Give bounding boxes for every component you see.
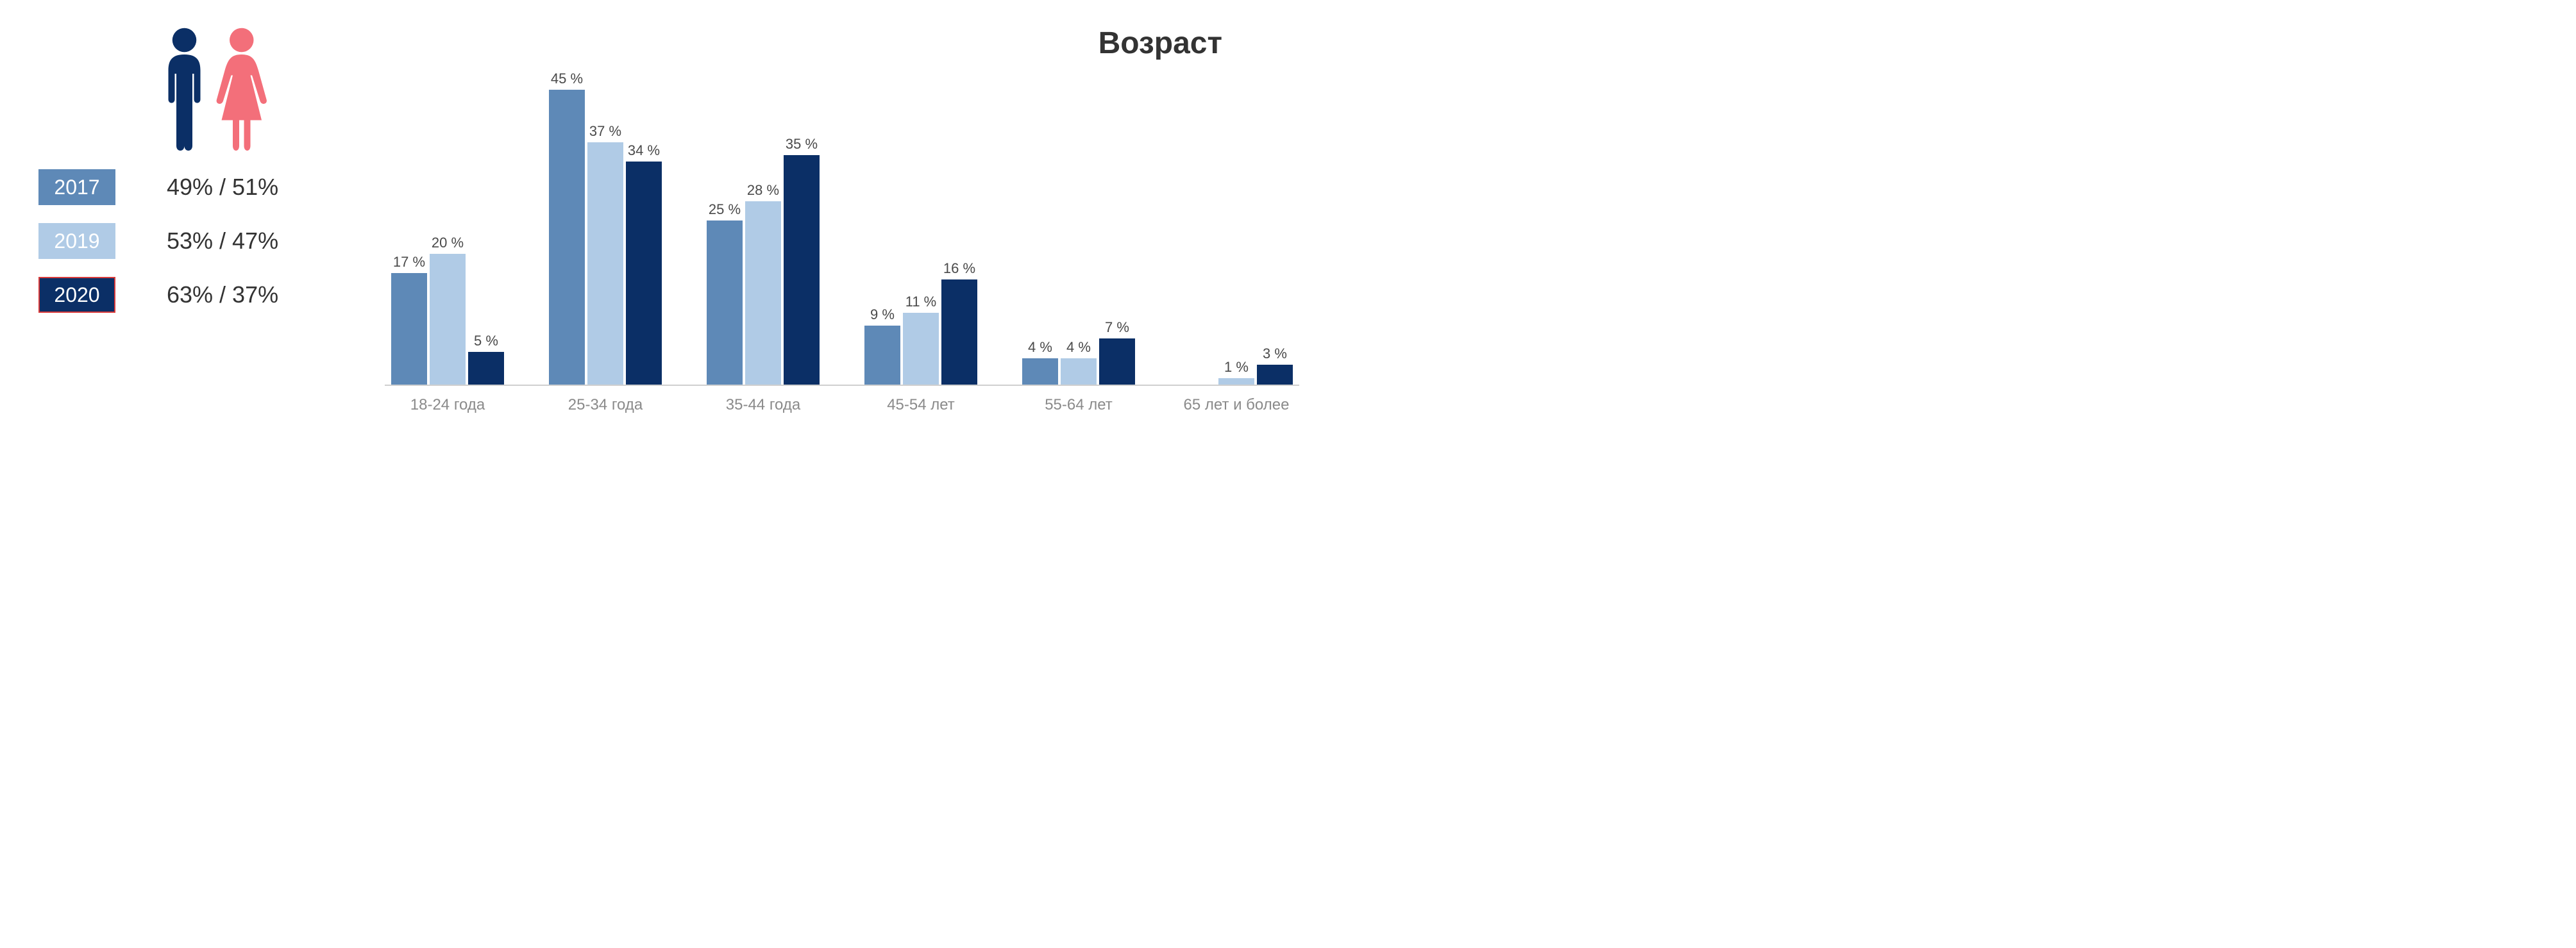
bar-wrap: 3 % [1257,345,1293,385]
bar-wrap: 4 % [1022,339,1058,385]
bar-wrap: 35 % [784,136,820,385]
bar-value-label: 34 % [628,142,660,159]
bar-value-label: 25 % [709,201,741,218]
legend-row-2017: 2017 49% / 51% [38,169,308,205]
female-icon [214,26,270,154]
axis-label: 25-34 года [549,396,662,414]
bar-value-label: 5 % [474,333,498,349]
bar [1218,378,1254,385]
bar-wrap: 20 % [430,235,466,385]
bar-wrap: 28 % [745,182,781,385]
age-chart-axis-labels: 18-24 года 25-34 года 35-44 года 45-54 лет 5… [385,396,1299,414]
bar-wrap: 5 % [468,333,504,385]
bar-value-label: 45 % [551,71,583,87]
bar [468,352,504,385]
axis-label: 65 лет и более [1180,396,1293,414]
legend-year-box-2017: 2017 [38,169,115,205]
bar [745,201,781,385]
legend-row-2019: 2019 53% / 47% [38,223,308,259]
bar-wrap: 17 % [391,254,427,385]
bar [549,90,585,385]
bar-value-label: 28 % [747,182,779,199]
age-group: 4 % 4 % 7 % [1022,319,1135,385]
bar-value-label: 1 % [1224,359,1249,376]
bar-wrap: 25 % [707,201,743,385]
bar-value-label: 9 % [870,306,895,323]
axis-label: 55-64 лет [1022,396,1135,414]
age-group: 45 % 37 % 34 % [549,71,662,385]
bar [864,326,900,385]
axis-label: 18-24 года [391,396,504,414]
legend-gender-ratio-2020: 63% / 37% [167,281,278,308]
legend-row-2020: 2020 63% / 37% [38,277,308,313]
bar [430,254,466,385]
age-group: 1 % 3 % [1180,345,1293,385]
age-chart-panel: Возраст 17 % 20 % 5 % 45 % 37 % 34 % 25 % 28 % 3… [385,26,1299,414]
bar-value-label: 7 % [1105,319,1129,336]
bar-value-label: 4 % [1066,339,1091,356]
bar [626,162,662,385]
legend-gender-ratio-2019: 53% / 47% [167,228,278,254]
age-chart-area: 17 % 20 % 5 % 45 % 37 % 34 % 25 % 28 % 35 % 9 % 11… [385,64,1299,386]
bar-wrap: 37 % [587,123,623,385]
bar [784,155,820,385]
bar [1099,338,1135,385]
legend-gender-ratio-2017: 49% / 51% [167,174,278,201]
bar-value-label: 3 % [1263,345,1287,362]
bar [587,142,623,385]
bar-value-label: 17 % [393,254,425,270]
bar-value-label: 35 % [786,136,818,153]
bar [1257,365,1293,385]
bar-wrap: 11 % [903,294,939,385]
bar [1061,358,1097,385]
axis-label: 45-54 лет [864,396,977,414]
bar [707,220,743,385]
legend-rows: 2017 49% / 51% 2019 53% / 47% 2020 63% / 37% [38,169,308,313]
age-group: 17 % 20 % 5 % [391,235,504,385]
bar-wrap: 34 % [626,142,662,385]
legend-panel: 2017 49% / 51% 2019 53% / 47% 2020 63% / 37% [38,26,308,313]
age-group: 9 % 11 % 16 % [864,260,977,385]
bar-value-label: 20 % [432,235,464,251]
bar-wrap: 16 % [941,260,977,385]
infographic-root: 201749% / 51%201953% / 47%202063% / 37% … [0,0,1288,474]
bar-value-label: 16 % [943,260,975,277]
bar-wrap [1180,382,1216,385]
gender-icons [160,26,308,154]
bar-value-label: 11 % [905,294,937,310]
axis-label: 35-44 года [707,396,820,414]
bar-value-label: 4 % [1028,339,1052,356]
bar [391,273,427,385]
bar-value-label: 37 % [589,123,621,140]
bar-wrap: 4 % [1061,339,1097,385]
bar [1022,358,1058,385]
age-chart-title: Возраст [1099,26,1222,61]
bar [941,279,977,385]
bar-wrap: 45 % [549,71,585,385]
legend-year-box-2019: 2019 [38,223,115,259]
male-icon [160,26,208,154]
bar-wrap: 7 % [1099,319,1135,385]
bar-wrap: 9 % [864,306,900,385]
bar [903,313,939,385]
legend-year-box-2020: 2020 [38,277,115,313]
age-group: 25 % 28 % 35 % [707,136,820,385]
bar-wrap: 1 % [1218,359,1254,385]
